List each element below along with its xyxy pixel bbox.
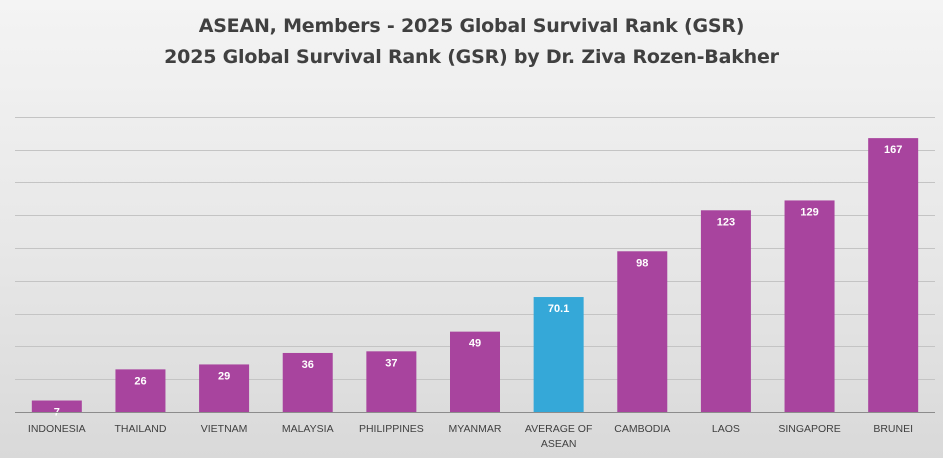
data-label: 36: [302, 359, 314, 371]
chart-subtitle: 2025 Global Survival Rank (GSR) by Dr. Z…: [164, 46, 779, 68]
category-label-line: AVERAGE OF: [525, 423, 593, 435]
category-label: PHILIPPINES: [359, 423, 424, 435]
data-label: 37: [385, 357, 397, 369]
category-label: MALAYSIA: [282, 423, 334, 435]
bar-cambodia: [617, 251, 668, 412]
category-label: VIETNAM: [201, 423, 248, 435]
category-label: THAILAND: [114, 423, 166, 435]
bar-brunei: [868, 138, 919, 412]
category-label: MYANMAR: [449, 423, 502, 435]
category-label: INDONESIA: [28, 423, 86, 435]
data-label: 70.1: [548, 303, 569, 315]
bar-myanmar: [450, 331, 500, 412]
category-label-line: THAILAND: [114, 423, 166, 435]
category-label-line: INDONESIA: [28, 423, 86, 435]
category-label-line: SINGAPORE: [778, 423, 840, 435]
bar-indonesia: [31, 400, 82, 412]
category-label: BRUNEI: [873, 423, 913, 435]
category-label-line: MYANMAR: [449, 423, 502, 435]
data-label: 26: [134, 375, 146, 387]
bar-thailand: [115, 369, 166, 412]
data-label: 98: [636, 257, 648, 269]
category-label-line: BRUNEI: [873, 423, 913, 435]
category-label-line: CAMBODIA: [614, 423, 670, 435]
category-label: AVERAGE OF ASEAN: [525, 423, 593, 450]
category-label-line: MALAYSIA: [282, 423, 334, 435]
bar-philippines: [366, 351, 417, 412]
data-label: 29: [218, 370, 230, 382]
category-label: LAOS: [712, 423, 740, 435]
category-label: SINGAPORE: [778, 423, 840, 435]
bar-laos: [700, 210, 751, 412]
category-label: CAMBODIA: [614, 423, 670, 435]
bar-malaysia: [282, 352, 333, 412]
category-label-line: ASEAN: [541, 438, 577, 450]
category-label-line: LAOS: [712, 423, 740, 435]
data-label: 49: [469, 338, 481, 350]
category-label-line: VIETNAM: [201, 423, 248, 435]
bar-singapore: [784, 200, 835, 412]
bar-average-of-asean: [533, 297, 584, 412]
bar-vietnam: [199, 364, 250, 412]
category-label-line: PHILIPPINES: [359, 423, 424, 435]
chart-title: ASEAN, Members - 2025 Global Survival Ra…: [198, 15, 745, 37]
data-label: 129: [800, 206, 818, 218]
data-label: 167: [884, 144, 902, 156]
data-label: 123: [717, 216, 735, 228]
